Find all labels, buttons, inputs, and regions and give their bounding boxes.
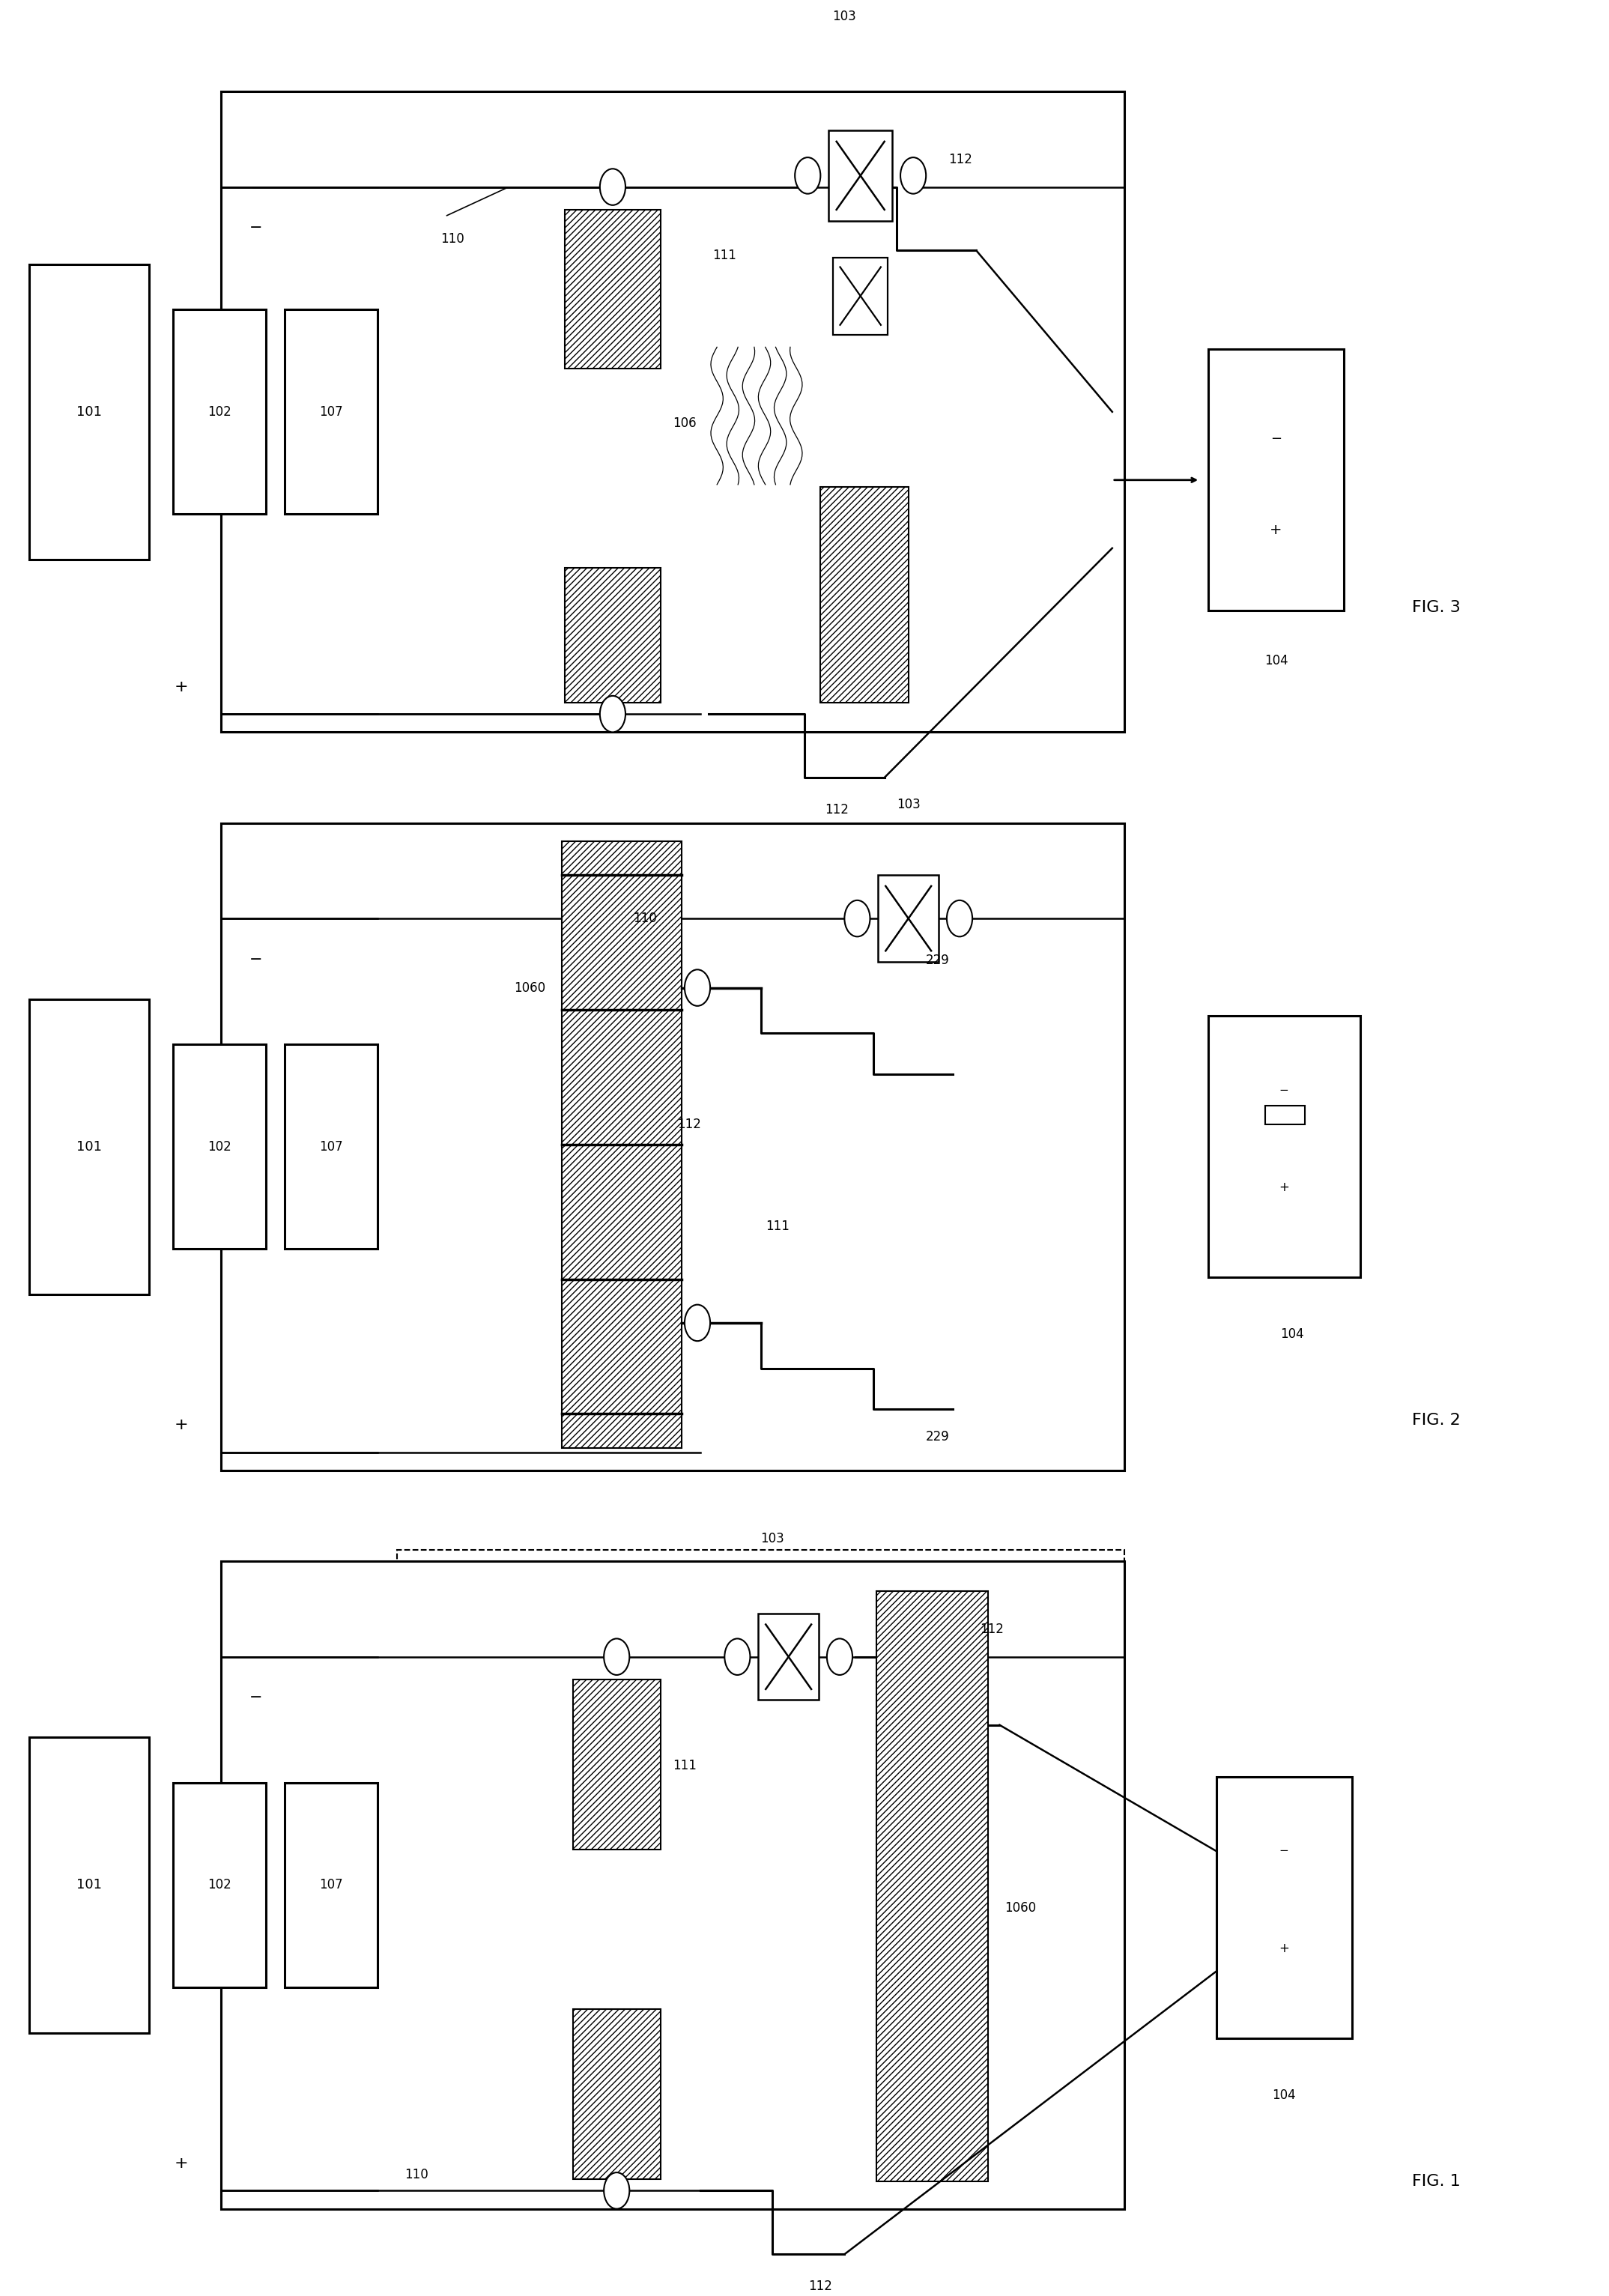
Text: −: − [1279, 1084, 1289, 1095]
Circle shape [724, 1639, 750, 1676]
Bar [557, 115, 1125, 721]
Text: +: + [174, 1417, 188, 1433]
Bar [821, 487, 909, 703]
Circle shape [603, 1639, 629, 1676]
Circle shape [600, 696, 626, 732]
Text: 102: 102 [208, 404, 232, 418]
Circle shape [603, 2172, 629, 2209]
Text: −: − [249, 1690, 262, 1706]
Text: 110: 110 [441, 232, 465, 246]
Bar [1216, 1777, 1352, 2039]
Circle shape [684, 1304, 710, 1341]
Bar [285, 1784, 378, 1988]
Text: FIG. 3: FIG. 3 [1413, 599, 1461, 615]
Bar [29, 1738, 150, 2032]
Text: +: + [1279, 1942, 1289, 1956]
Bar [174, 310, 265, 514]
Bar [557, 833, 1125, 1460]
Text: 111: 111 [673, 1759, 697, 1773]
Text: 103: 103 [896, 799, 920, 810]
Bar [573, 2009, 661, 2179]
Circle shape [845, 900, 870, 937]
Text: 106: 106 [673, 416, 697, 429]
Text: +: + [1270, 523, 1282, 537]
Text: 110: 110 [632, 912, 656, 925]
Bar [285, 1045, 378, 1249]
Text: 102: 102 [208, 1878, 232, 1892]
Bar [829, 884, 988, 1010]
Text: 104: 104 [1281, 1327, 1303, 1341]
Bar [573, 1678, 661, 1851]
Text: 112: 112 [677, 1118, 702, 1132]
Text: +: + [174, 2156, 188, 2172]
Text: −: − [1279, 1846, 1289, 1857]
Text: 112: 112 [824, 804, 848, 815]
Circle shape [600, 170, 626, 204]
Text: 102: 102 [208, 1141, 232, 1153]
Text: −: − [249, 220, 262, 234]
Text: 229: 229 [925, 953, 949, 967]
Text: 107: 107 [320, 1141, 343, 1153]
Text: 1060: 1060 [513, 980, 545, 994]
Bar [1208, 1017, 1360, 1277]
Text: +: + [174, 680, 188, 693]
Circle shape [684, 969, 710, 1006]
Text: 107: 107 [320, 404, 343, 418]
Text: 111: 111 [766, 1219, 790, 1233]
Text: 229: 229 [925, 1430, 949, 1444]
Text: +: + [1279, 1180, 1289, 1194]
Text: 101: 101 [76, 404, 101, 418]
Bar [1208, 349, 1344, 611]
Circle shape [946, 900, 972, 937]
Text: 1060: 1060 [1004, 1901, 1036, 1915]
Circle shape [795, 158, 821, 193]
Bar [174, 1784, 265, 1988]
Bar [708, 1623, 869, 1747]
Text: 110: 110 [405, 2167, 428, 2181]
Text: −: − [249, 953, 262, 967]
Bar [877, 1591, 988, 2181]
Text: 103: 103 [761, 1531, 785, 1545]
Text: 104: 104 [1273, 2089, 1295, 2101]
Text: 103: 103 [832, 9, 856, 23]
Bar [174, 1045, 265, 1249]
Text: −: − [1271, 432, 1282, 445]
Bar [833, 257, 888, 335]
Bar [29, 264, 150, 560]
Bar [565, 567, 661, 703]
Bar [879, 875, 938, 962]
Bar [756, 154, 964, 358]
Text: 104: 104 [1265, 654, 1287, 668]
Circle shape [901, 158, 927, 193]
Bar [829, 131, 893, 220]
Bar [220, 822, 1125, 1469]
Text: 101: 101 [76, 1141, 101, 1153]
Text: 112: 112 [948, 154, 972, 165]
Bar [562, 840, 681, 1449]
Bar [220, 92, 1125, 732]
Text: 112: 112 [980, 1623, 1004, 1637]
Bar [1265, 1107, 1305, 1125]
Text: 101: 101 [76, 1878, 101, 1892]
Bar [29, 999, 150, 1295]
Circle shape [827, 1639, 853, 1676]
Bar [285, 310, 378, 514]
Bar [397, 1550, 1125, 2209]
Text: 111: 111 [713, 248, 737, 262]
Text: 107: 107 [320, 1878, 343, 1892]
Text: FIG. 1: FIG. 1 [1413, 2174, 1461, 2188]
Text: FIG. 2: FIG. 2 [1413, 1412, 1461, 1428]
Bar [220, 1561, 1125, 2209]
Text: 112: 112 [809, 2280, 832, 2294]
Bar [758, 1614, 819, 1699]
Bar [565, 209, 661, 370]
